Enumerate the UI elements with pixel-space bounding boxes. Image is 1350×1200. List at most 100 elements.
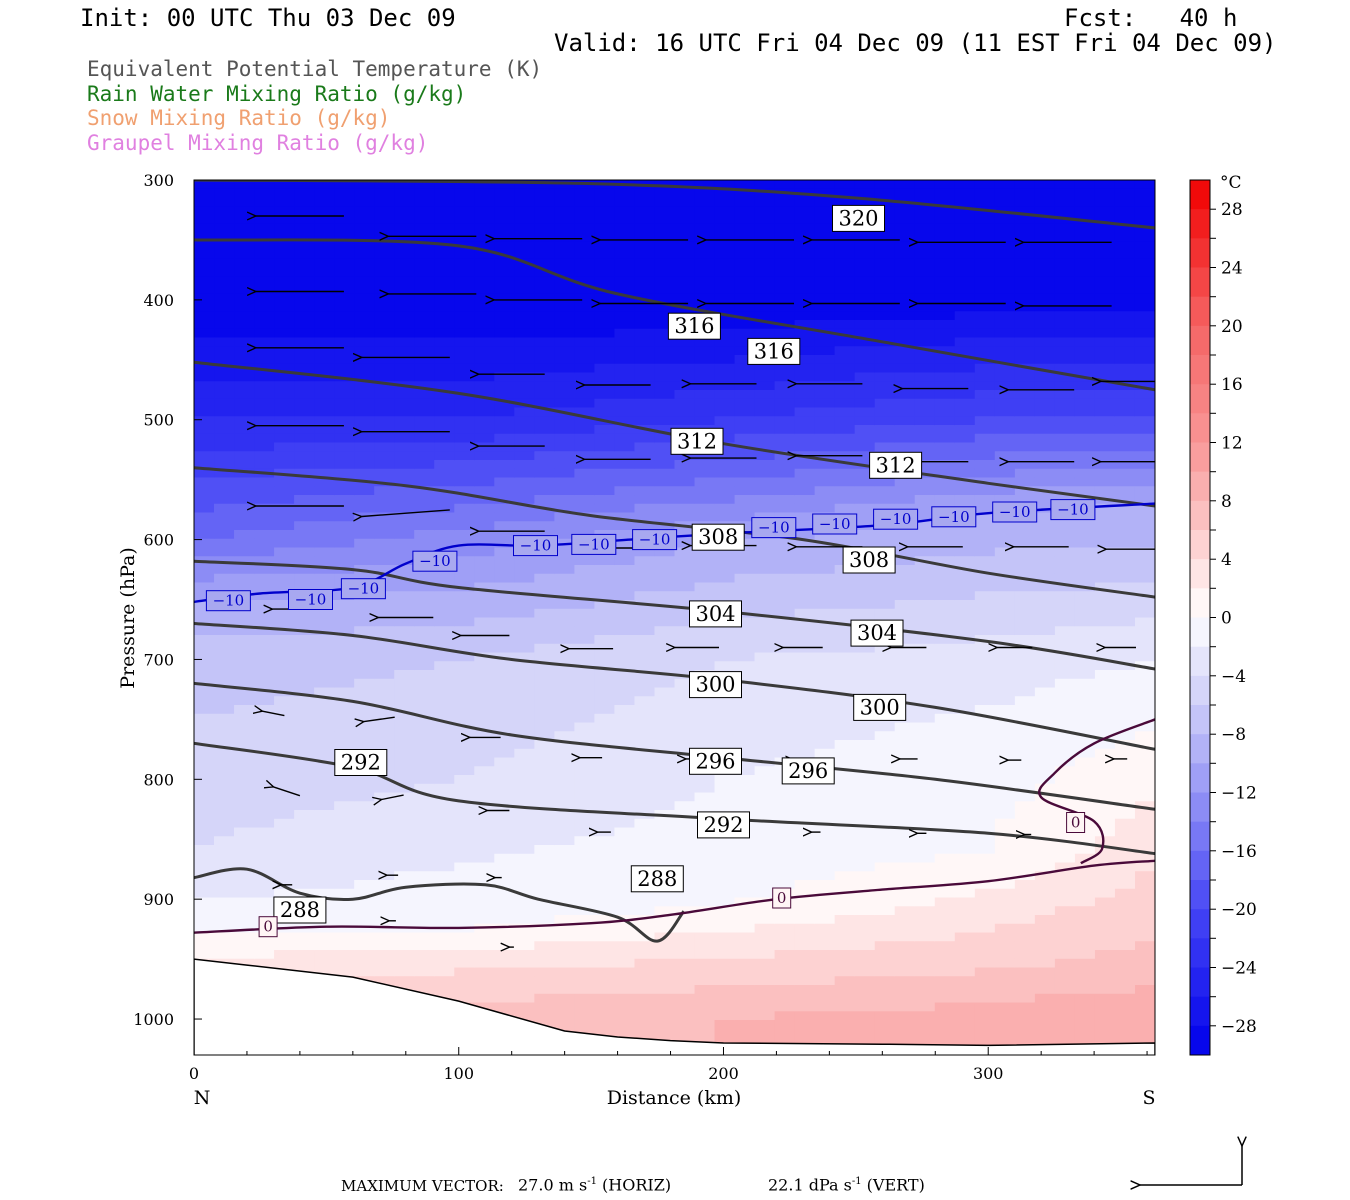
temperature-cell [934, 573, 956, 584]
temperature-cell [894, 547, 916, 557]
temperature-cell [1114, 223, 1136, 234]
temperature-cell [814, 722, 836, 732]
temperature-cell [434, 530, 455, 540]
temperature-cell [1094, 731, 1116, 741]
temperature-cell [574, 818, 596, 829]
temperature-cell [794, 801, 816, 811]
temperature-cell [394, 477, 415, 487]
temperature-cell [294, 538, 315, 549]
temperature-cell [614, 635, 636, 645]
temperature-cell [734, 573, 756, 584]
temperature-cell [614, 591, 636, 601]
temperature-cell [654, 363, 676, 374]
temperature-cell [674, 390, 696, 400]
temperature-cell [674, 486, 696, 496]
temperature-cell [454, 320, 475, 330]
temperature-cell [554, 232, 575, 242]
temperature-cell [794, 941, 816, 951]
temperature-cell [1014, 836, 1036, 846]
temperature-cell [1134, 582, 1155, 592]
temperature-cell [974, 468, 996, 479]
temperature-cell [234, 845, 255, 855]
temperature-cell [774, 731, 796, 741]
temperature-cell [494, 748, 515, 759]
temperature-cell [354, 258, 375, 269]
temperature-cell [654, 783, 676, 794]
temperature-cell [1074, 425, 1096, 435]
temperature-cell [474, 705, 495, 715]
temperature-cell [774, 915, 796, 925]
temperature-cell [1074, 880, 1096, 890]
temperature-cell [554, 460, 575, 470]
temperature-cell [214, 687, 235, 697]
temperature-cell [214, 512, 235, 522]
temperature-cell [994, 285, 1016, 295]
temperature-cell [554, 390, 575, 400]
temperature-cell [514, 582, 535, 592]
temperature-cell [874, 853, 896, 864]
temperature-cell [194, 652, 215, 662]
temperature-cell [1114, 783, 1136, 794]
temperature-cell [214, 503, 235, 514]
temperature-cell [194, 792, 215, 802]
temperature-cell [1114, 967, 1136, 977]
temperature-cell [734, 862, 756, 872]
temperature-cell [814, 862, 836, 872]
temperature-cell [434, 775, 455, 785]
temperature-cell [914, 792, 936, 802]
temperature-cell [994, 950, 1016, 960]
temperature-cell [954, 582, 976, 592]
temperature-cell [794, 617, 816, 627]
temperature-cell [914, 906, 936, 916]
temperature-cell [554, 556, 575, 566]
temperature-cell [754, 1020, 776, 1030]
temperature-cell [234, 880, 255, 890]
temperature-cell [754, 836, 776, 846]
temperature-cell [394, 320, 415, 330]
temperature-cell [554, 582, 575, 592]
temperature-cell [354, 512, 375, 522]
temperature-cell [534, 521, 555, 531]
temperature-cell [1094, 565, 1116, 575]
temperature-cell [534, 197, 555, 207]
temperature-cell [1034, 530, 1056, 540]
temperature-cell [634, 853, 656, 864]
temperature-cell [614, 897, 636, 907]
temperature-cell [414, 678, 435, 689]
temperature-cell [374, 521, 395, 531]
temperature-cell [314, 950, 335, 960]
temperature-cell [274, 652, 295, 662]
temperature-cell [394, 223, 415, 234]
temperature-cell [934, 827, 956, 837]
temperature-cell [494, 206, 515, 216]
temperature-cell [534, 722, 555, 732]
temperature-cell [254, 792, 275, 802]
temperature-cell [914, 950, 936, 960]
temperature-cell [594, 1028, 616, 1039]
temperature-cell [1074, 591, 1096, 601]
temperature-cell [754, 766, 776, 776]
temperature-cell [274, 783, 295, 794]
temperature-cell [734, 398, 756, 409]
temperature-cell [394, 258, 415, 269]
temperature-cell [934, 250, 956, 260]
temperature-cell [1054, 845, 1076, 855]
temperature-cell [554, 897, 575, 907]
temperature-cell [214, 801, 235, 811]
temperature-cell [434, 652, 455, 662]
temperature-cell [774, 827, 796, 837]
temperature-cell [274, 862, 295, 872]
temperature-cell [974, 976, 996, 986]
temperature-cell [294, 285, 315, 295]
temperature-cell [754, 258, 776, 269]
temperature-cell [894, 871, 916, 881]
temperature-cell [234, 425, 255, 435]
temperature-cell [1054, 337, 1076, 347]
temperature-cell [574, 250, 596, 260]
temperature-cell [1054, 538, 1076, 549]
temperature-cell [994, 827, 1016, 837]
isotherm-label-box [1066, 812, 1086, 833]
temperature-cell [994, 188, 1016, 199]
temperature-cell [1074, 433, 1096, 444]
